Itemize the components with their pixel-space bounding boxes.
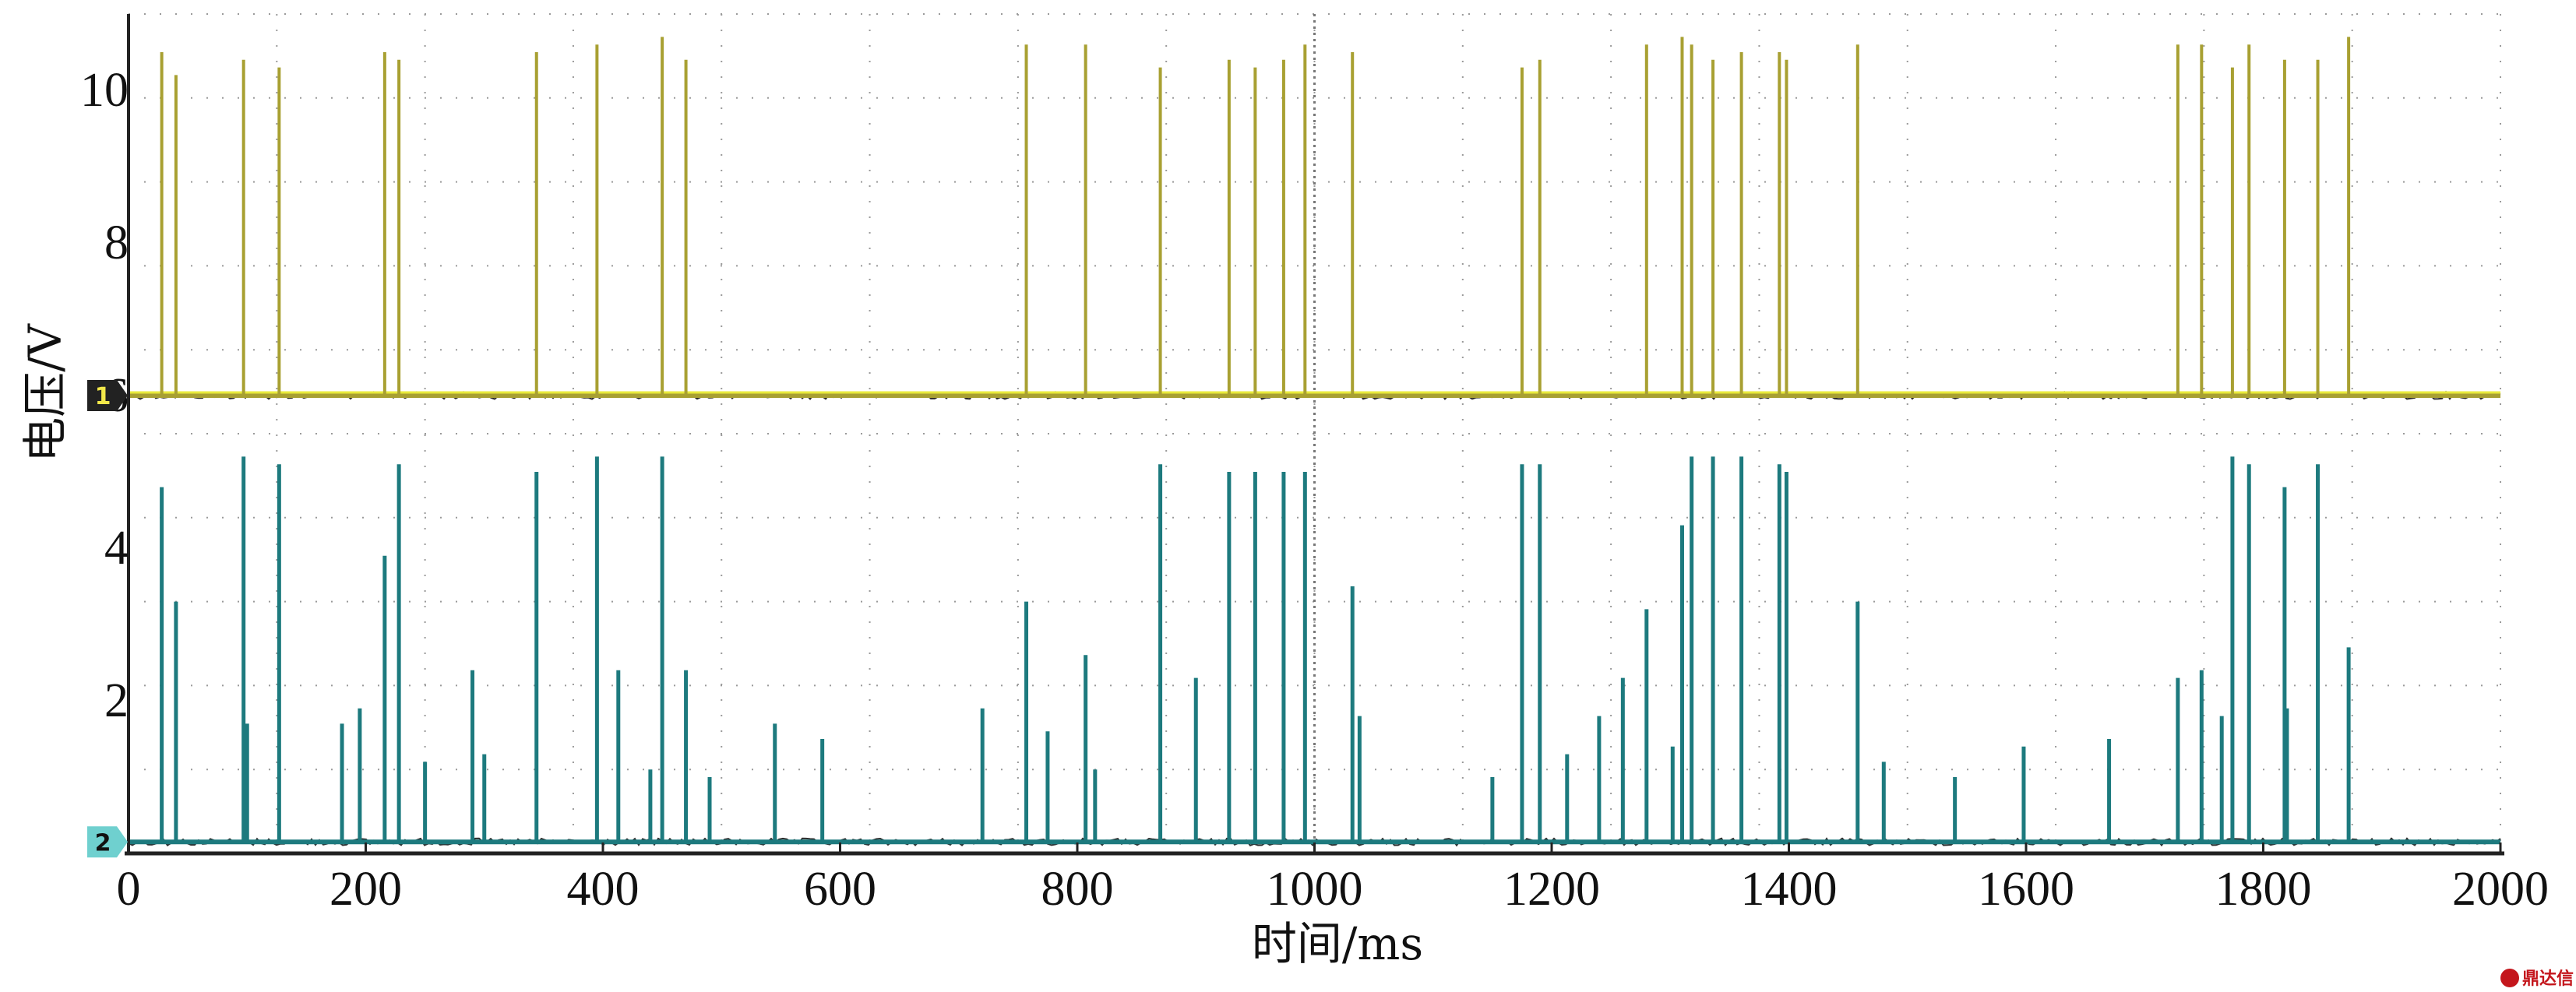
y-tick-label: 2 bbox=[104, 674, 129, 727]
x-tick-label: 1400 bbox=[1741, 863, 1838, 916]
x-axis-title: 时间/ms bbox=[1252, 917, 1423, 970]
channel-marker-shape bbox=[87, 826, 128, 858]
x-tick-label: 0 bbox=[117, 863, 141, 916]
ticks: 0200400600800100012001400160018002000246… bbox=[80, 64, 2549, 916]
watermark-text: 鼎达信 bbox=[2522, 969, 2574, 989]
traces bbox=[128, 37, 2501, 847]
x-tick-label: 1200 bbox=[1503, 863, 1600, 916]
channel-marker-label: 1 bbox=[95, 383, 111, 410]
x-tick-label: 400 bbox=[567, 863, 640, 916]
y-axis-title: 电压/V bbox=[19, 323, 72, 463]
channel-marker-shape bbox=[87, 380, 128, 411]
y-tick-label: 10 bbox=[80, 64, 129, 117]
x-tick-label: 1000 bbox=[1267, 863, 1363, 916]
series-1 bbox=[128, 37, 2501, 401]
series-2 bbox=[128, 456, 2501, 847]
x-tick-label: 1800 bbox=[2215, 863, 2312, 916]
x-tick-label: 2000 bbox=[2452, 863, 2549, 916]
channel-marker-label: 2 bbox=[95, 829, 111, 857]
y-tick-label: 8 bbox=[104, 216, 129, 269]
grid bbox=[128, 13, 2501, 854]
x-tick-label: 200 bbox=[329, 863, 402, 916]
x-tick-label: 1600 bbox=[1978, 863, 2074, 916]
y-tick-label: 4 bbox=[104, 522, 129, 575]
x-tick-label: 800 bbox=[1041, 863, 1114, 916]
channel-markers: 12 bbox=[87, 380, 128, 858]
x-tick-label: 600 bbox=[804, 863, 876, 916]
watermark: 鼎达信 bbox=[2500, 969, 2574, 989]
watermark-logo-icon bbox=[2500, 969, 2519, 987]
channel-marker-2: 2 bbox=[87, 826, 128, 858]
channel-marker-1: 1 bbox=[87, 380, 128, 411]
